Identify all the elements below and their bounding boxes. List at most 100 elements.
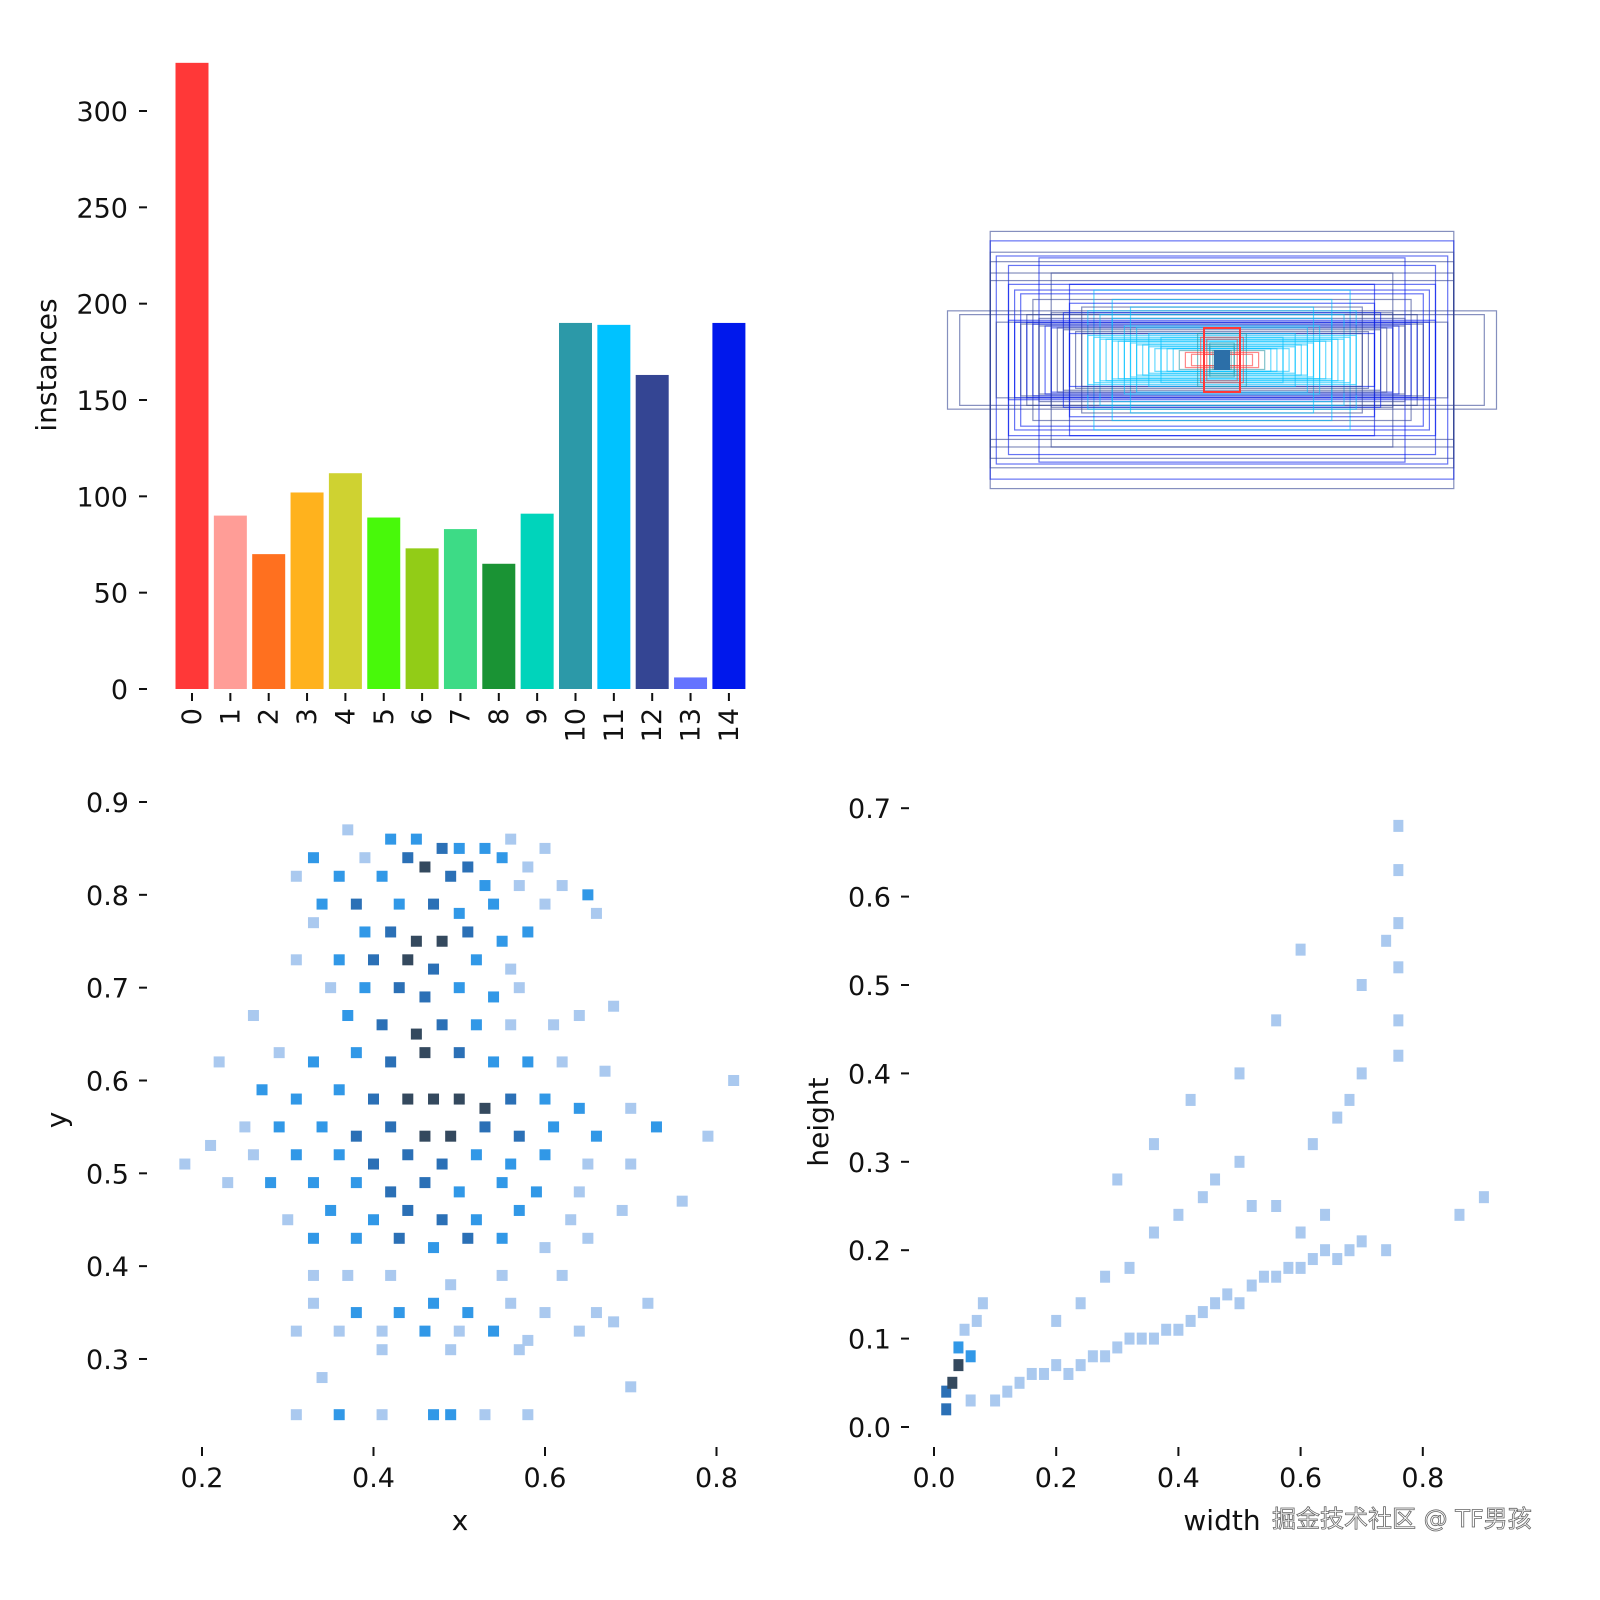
heat-cell	[1454, 1208, 1465, 1221]
heat-cell	[1014, 1376, 1025, 1389]
heat-cell	[453, 1186, 465, 1198]
heat-cell	[573, 1102, 585, 1114]
heat-cell	[608, 1000, 620, 1012]
ytick-label: 100	[76, 482, 128, 513]
xtick-label: 0.6	[524, 1463, 567, 1494]
heat-cell	[307, 1177, 319, 1189]
heat-cell	[402, 852, 414, 864]
heat-cell	[1210, 1297, 1221, 1310]
heat-cell	[1356, 979, 1367, 991]
heat-cell	[436, 1019, 448, 1031]
heat-cell	[548, 1121, 560, 1133]
heat-cell	[239, 1121, 251, 1133]
label-box	[1026, 321, 1418, 399]
heat-cell	[419, 991, 431, 1003]
ytick-label: 0.4	[86, 1252, 129, 1283]
ytick-label: 0.3	[848, 1148, 891, 1179]
heat-cell	[990, 1394, 1001, 1407]
heat-cell	[428, 1093, 440, 1105]
bar-1	[213, 515, 247, 689]
heat-cell	[616, 1204, 628, 1216]
heat-cell	[582, 889, 594, 901]
heat-cell	[496, 1177, 508, 1189]
heat-cell	[1271, 1270, 1282, 1283]
heat-cell	[265, 1177, 277, 1189]
xtick-label: 7	[445, 708, 476, 725]
heat-cell	[556, 1056, 568, 1068]
heat-cell	[307, 1269, 319, 1281]
heat-cell	[290, 954, 302, 966]
heat-cell	[1356, 1067, 1367, 1080]
bar-5	[367, 517, 401, 689]
xtick-label: 0.0	[913, 1463, 956, 1494]
heat-cell	[1295, 1261, 1306, 1274]
bar-11	[597, 324, 631, 689]
heat-cell	[496, 1232, 508, 1244]
heat-cell	[290, 1093, 302, 1105]
heat-cell	[350, 1307, 362, 1319]
heat-cell	[505, 1093, 517, 1105]
label-box	[1087, 334, 1357, 386]
heat-cell	[1100, 1270, 1111, 1283]
heat-cell	[179, 1158, 191, 1170]
heat-cell	[325, 1204, 337, 1216]
heat-cell	[436, 842, 448, 854]
ytick-label: 0.7	[86, 974, 129, 1005]
heat-cell	[1320, 1208, 1331, 1221]
label-box	[1062, 329, 1382, 391]
heat-cell	[290, 1409, 302, 1421]
ytick-label: 150	[76, 386, 128, 417]
heat-cell	[342, 824, 354, 836]
heat-cell	[953, 1359, 964, 1372]
heat-cell	[368, 1158, 379, 1170]
heat-cell	[556, 1269, 568, 1281]
xtick-label: 14	[714, 708, 745, 742]
heat-cell	[453, 1047, 465, 1059]
heat-cell	[1271, 1014, 1282, 1027]
heat-cell	[1112, 1173, 1123, 1186]
ytick-label: 0.7	[848, 794, 891, 825]
heat-cell	[1124, 1332, 1135, 1345]
heat-cell	[590, 907, 602, 919]
heat-cell	[385, 833, 397, 845]
heat-cell	[1246, 1279, 1257, 1292]
heat-cell	[505, 833, 517, 845]
heat-cell	[965, 1350, 976, 1363]
heat-cell	[419, 1325, 431, 1337]
xtick-label: 11	[599, 708, 630, 742]
heat-cell	[513, 1204, 525, 1216]
xtick-label: 13	[676, 708, 707, 742]
heat-cell	[479, 842, 491, 854]
xtick-label: 0.8	[695, 1463, 738, 1494]
heat-cell	[445, 1344, 457, 1356]
heat-cell	[599, 1065, 611, 1077]
heat-cell	[1185, 1093, 1196, 1106]
heat-cell	[445, 1409, 457, 1421]
heat-cell	[548, 1019, 560, 1031]
ytick-label: 0.9	[86, 788, 129, 819]
heat-cell	[496, 935, 508, 947]
heat-cell	[368, 954, 379, 966]
bar-4	[328, 473, 362, 689]
heat-cell	[333, 1149, 345, 1161]
heat-cell	[522, 926, 534, 938]
xtick-label: 9	[522, 708, 553, 725]
heat-cell	[428, 898, 440, 910]
heat-cell	[573, 1010, 585, 1022]
heat-cell	[1381, 1244, 1392, 1257]
heat-cell	[222, 1177, 234, 1189]
heat-cell	[1075, 1297, 1086, 1310]
heat-cell	[368, 1214, 379, 1226]
heat-cell	[1271, 1200, 1282, 1212]
ytick-label: 0.2	[848, 1236, 891, 1267]
ytick-label: 250	[76, 193, 128, 224]
heat-cell	[342, 1010, 354, 1022]
xtick-label: 0.4	[352, 1463, 395, 1494]
heat-cell	[1173, 1323, 1184, 1336]
heat-cell	[539, 1149, 551, 1161]
heat-cell	[702, 1130, 714, 1142]
heat-cell	[419, 861, 431, 873]
heat-cell	[273, 1047, 285, 1059]
heat-cell	[496, 1269, 508, 1281]
heat-cell	[573, 1186, 585, 1198]
